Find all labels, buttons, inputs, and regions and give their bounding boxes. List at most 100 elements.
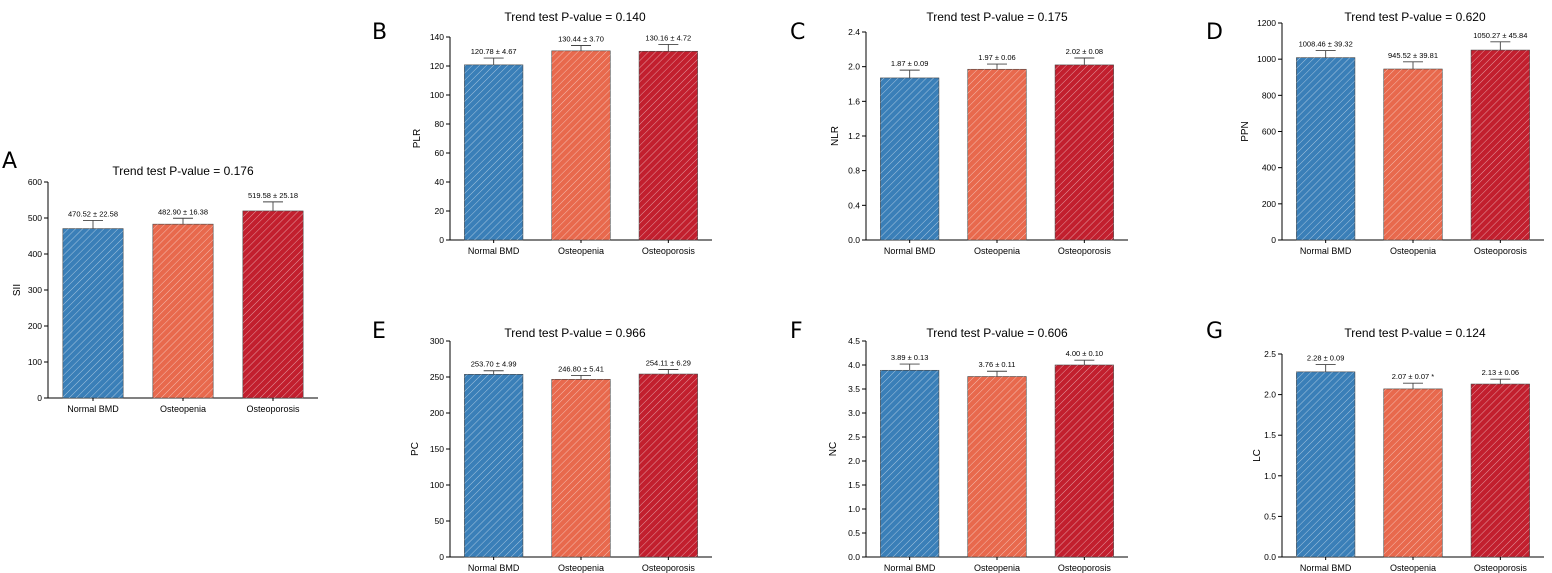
- bar-hatch: [1471, 384, 1530, 557]
- panel-letter-g: G: [1206, 319, 1223, 344]
- y-tick-label: 120: [430, 61, 444, 71]
- x-tick-label-e-1: Normal BMD: [468, 563, 520, 573]
- data-label-d-3: 1050.27 ± 45.84: [1473, 31, 1527, 40]
- y-tick-label: 0.5: [848, 528, 860, 538]
- y-tick-label: 3.5: [848, 384, 860, 394]
- x-tick-label-g-2: Osteopenia: [1390, 563, 1436, 573]
- y-axis-label-c: NLR: [830, 126, 841, 146]
- y-tick-label: 200: [28, 321, 42, 331]
- x-tick-label-a-2: Osteopenia: [160, 404, 206, 414]
- y-tick-label: 20: [435, 206, 445, 216]
- y-tick-label: 2.0: [848, 62, 860, 72]
- data-label-c-3: 2.02 ± 0.08: [1066, 47, 1103, 56]
- y-tick-label: 100: [430, 480, 444, 490]
- y-tick-label: 0.5: [1264, 511, 1276, 521]
- bar-hatch: [1296, 57, 1355, 241]
- x-tick-label-e-2: Osteopenia: [558, 563, 604, 573]
- panel-f: F Trend test P-value = 0.606 NC 0.0 0.5 1.0 1.…: [790, 319, 1128, 573]
- x-tick-label-d-3: Osteoporosis: [1474, 246, 1528, 256]
- y-axis-label-f: NC: [828, 442, 839, 456]
- y-tick-label: 2.0: [1264, 390, 1276, 400]
- x-tick-label-g-1: Normal BMD: [1300, 563, 1352, 573]
- data-label-g-1: 2.28 ± 0.09: [1307, 354, 1344, 363]
- bar-hatch: [967, 69, 1027, 241]
- y-tick-label: 250: [430, 372, 444, 382]
- panel-letter-f: F: [790, 319, 803, 344]
- bar-hatch: [1055, 64, 1114, 240]
- x-tick-label-b-2: Osteopenia: [558, 246, 604, 256]
- data-label-g-3: 2.13 ± 0.06: [1482, 368, 1519, 377]
- data-label-b-3: 130.16 ± 4.72: [645, 33, 691, 42]
- x-tick-label-d-2: Osteopenia: [1390, 246, 1436, 256]
- y-axis-label-d: PPN: [1240, 121, 1251, 142]
- x-tick-label-b-1: Normal BMD: [468, 246, 520, 256]
- bar-hatch: [242, 210, 304, 398]
- chart-title-e: Trend test P-value = 0.966: [504, 326, 646, 340]
- y-tick-label: 4.5: [848, 336, 860, 346]
- y-tick-label: 4.0: [848, 360, 860, 370]
- bar-hatch: [62, 228, 124, 398]
- x-tick-label-a-1: Normal BMD: [67, 404, 119, 414]
- y-tick-label: 2.4: [848, 27, 860, 37]
- data-label-b-2: 130.44 ± 3.70: [558, 34, 604, 43]
- bar-hatch: [464, 64, 523, 240]
- y-tick-label: 1.0: [1264, 471, 1276, 481]
- chart-title-a: Trend test P-value = 0.176: [112, 164, 254, 178]
- panel-e: E Trend test P-value = 0.966 PC 0 50 100 150 20…: [372, 319, 712, 573]
- bar-hatch: [880, 77, 939, 240]
- data-label-a-3: 519.58 ± 25.18: [248, 191, 298, 200]
- y-tick-label: 1.0: [848, 504, 860, 514]
- panel-g: G Trend test P-value = 0.124 LC 0.0 0.5 1.0 1.…: [1206, 319, 1544, 573]
- y-tick-label: 3.0: [848, 408, 860, 418]
- panel-letter-a: A: [2, 149, 17, 174]
- x-tick-label-d-1: Normal BMD: [1300, 246, 1352, 256]
- data-label-a-2: 482.90 ± 16.38: [158, 207, 208, 216]
- bar-hatch: [1471, 50, 1530, 241]
- y-tick-label: 0.0: [848, 235, 860, 245]
- panel-letter-e: E: [372, 319, 386, 344]
- bar-hatch: [1296, 371, 1355, 557]
- panel-b: B Trend test P-value = 0.140 PLR 0 20 40 60 80 1…: [372, 10, 712, 256]
- panel-c: C Trend test P-value = 0.175 NLR 0.0 0.4 0.8 1…: [790, 10, 1128, 256]
- data-label-d-2: 945.52 ± 39.81: [1388, 51, 1438, 60]
- y-tick-label: 600: [28, 177, 42, 187]
- panel-d: D Trend test P-value = 0.620 PPN 0 200 400 600…: [1206, 10, 1544, 256]
- y-axis-label-a: SII: [12, 284, 23, 296]
- y-tick-label: 40: [435, 177, 445, 187]
- bar-hatch: [1383, 69, 1443, 240]
- panel-letter-d: D: [1206, 20, 1223, 45]
- data-label-e-2: 246.80 ± 5.41: [558, 364, 604, 373]
- x-tick-label-f-3: Osteoporosis: [1058, 563, 1112, 573]
- y-tick-label: 100: [430, 90, 444, 100]
- y-tick-label: 2.5: [848, 432, 860, 442]
- bar-hatch: [551, 379, 611, 557]
- bar-hatch: [967, 376, 1027, 557]
- bar-hatch: [551, 50, 611, 240]
- y-tick-label: 300: [28, 285, 42, 295]
- y-tick-label: 600: [1262, 127, 1276, 137]
- data-label-e-1: 253.70 ± 4.99: [471, 360, 517, 369]
- y-tick-label: 0.0: [1264, 552, 1276, 562]
- data-label-f-2: 3.76 ± 0.11: [979, 360, 1016, 369]
- bar-hatch: [1383, 388, 1443, 557]
- panel-a: A Trend test P-value = 0.176 SII 0 100 200 300…: [2, 149, 318, 414]
- y-tick-label: 200: [430, 408, 444, 418]
- y-tick-label: 50: [435, 516, 445, 526]
- bar-hatch: [152, 224, 214, 398]
- x-tick-label-b-3: Osteoporosis: [642, 246, 696, 256]
- panel-letter-b: B: [372, 20, 387, 45]
- x-tick-label-g-3: Osteoporosis: [1474, 563, 1528, 573]
- data-label-b-1: 120.78 ± 4.67: [471, 47, 517, 56]
- y-tick-label: 800: [1262, 90, 1276, 100]
- x-tick-label-e-3: Osteoporosis: [642, 563, 696, 573]
- chart-title-f: Trend test P-value = 0.606: [926, 326, 1068, 340]
- y-tick-label: 80: [435, 119, 445, 129]
- y-tick-label: 0.8: [848, 166, 860, 176]
- chart-title-c: Trend test P-value = 0.175: [926, 10, 1068, 24]
- y-tick-label: 0.0: [848, 552, 860, 562]
- x-tick-label-c-2: Osteopenia: [974, 246, 1020, 256]
- y-tick-label: 100: [28, 357, 42, 367]
- y-tick-label: 2.0: [848, 456, 860, 466]
- y-tick-label: 500: [28, 213, 42, 223]
